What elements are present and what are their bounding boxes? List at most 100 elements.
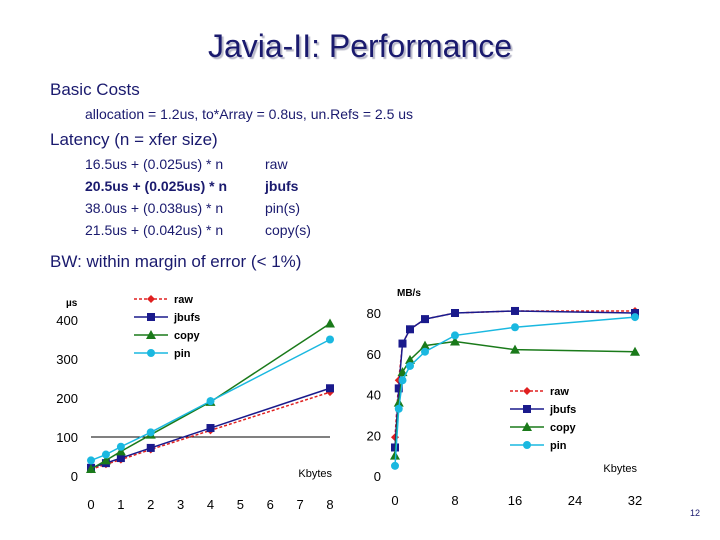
data-point-jbufs	[116, 454, 125, 463]
data-point-jbufs	[394, 384, 403, 393]
data-point-jbufs	[206, 424, 215, 433]
data-point-pin	[101, 450, 110, 459]
legend-label-raw: raw	[174, 294, 193, 306]
legend-label-copy: copy	[550, 422, 577, 434]
bandwidth-chart: 0 20 40 60 80 0 8 16 24 32 MB/s Kbytes raw jbufs copy p…	[367, 288, 643, 508]
data-point-pin	[451, 331, 459, 340]
x-tick-label: 3	[177, 497, 184, 512]
x-tick-label: 5	[237, 497, 244, 512]
latency-formulas: 16.5us + (0.025us) * n 20.5us + (0.025us…	[85, 153, 227, 241]
legend-marker-pin	[147, 349, 155, 357]
legend-label-copy: copy	[174, 330, 201, 342]
data-point-jbufs	[406, 325, 414, 334]
data-point-jbufs	[398, 339, 407, 348]
data-point-copy	[325, 318, 335, 328]
data-point-jbufs	[451, 309, 459, 317]
latency-formula-copy: 21.5us + (0.042us) * n	[85, 222, 224, 238]
y-tick-label: 60	[367, 347, 381, 362]
x-tick-label: 1	[117, 497, 124, 512]
legend-label-pin: pin	[550, 440, 567, 452]
legend-label-jbufs: jbufs	[173, 312, 200, 324]
data-point-pin	[146, 428, 155, 437]
x-tick-label: 6	[267, 497, 274, 512]
y-axis-label: MB/s	[397, 288, 421, 299]
latency-formula-raw: 16.5us + (0.025us) * n	[85, 156, 224, 172]
legend-marker-raw	[147, 295, 155, 303]
data-point-copy	[420, 340, 430, 350]
bw-heading: BW: within margin of error (< 1%)	[50, 252, 302, 271]
y-tick-label: 100	[56, 430, 78, 445]
y-tick-label: 400	[56, 313, 78, 328]
x-tick-label: 0	[87, 497, 94, 512]
data-point-pin	[406, 361, 414, 370]
latency-chart: 0 100 200 300 400 0 1 2 3 4 5 6 7 8 µs Kbytes raw jbufs co…	[56, 294, 335, 512]
data-point-copy	[450, 336, 460, 346]
data-point-jbufs	[326, 384, 334, 393]
latency-label-jbufs: jbufs	[265, 178, 299, 194]
data-point-pin	[206, 397, 215, 406]
x-tick-label: 4	[207, 497, 214, 512]
x-tick-label: 2	[147, 497, 154, 512]
data-point-copy	[397, 367, 408, 377]
y-tick-label: 200	[56, 391, 78, 406]
x-tick-label: 8	[451, 493, 458, 508]
data-point-pin	[394, 404, 403, 413]
latency-label-copy: copy(s)	[265, 222, 311, 238]
latency-label-raw: raw	[265, 156, 288, 172]
legend-label-pin: pin	[174, 348, 191, 360]
data-point-pin	[326, 335, 334, 344]
y-tick-label: 0	[71, 469, 78, 484]
data-point-copy	[405, 354, 415, 364]
latency-label-pin: pin(s)	[265, 200, 301, 216]
x-tick-label: 0	[391, 493, 398, 508]
x-axis-label: Kbytes	[298, 468, 332, 480]
y-tick-label: 0	[374, 469, 381, 484]
data-point-jbufs	[146, 443, 155, 452]
x-axis-label: Kbytes	[603, 463, 637, 475]
data-point-copy	[86, 463, 96, 473]
basic-costs-heading: Basic Costs	[50, 80, 140, 99]
data-point-copy	[393, 397, 404, 407]
legend-label-jbufs: jbufs	[549, 404, 576, 416]
slide-title: Javia-II: Performance	[207, 28, 513, 64]
legend-marker-raw	[523, 387, 531, 395]
data-point-pin	[421, 347, 429, 356]
page-number: 12	[689, 508, 700, 518]
series-line-pin	[394, 316, 636, 466]
x-tick-label: 24	[568, 493, 582, 508]
series-line-copy	[394, 340, 636, 456]
data-point-pin	[87, 456, 95, 465]
latency-labels: raw jbufs pin(s) copy(s)	[265, 153, 311, 241]
legend-marker-jbufs	[523, 405, 531, 413]
series-line-copy	[90, 322, 331, 470]
y-tick-label: 40	[367, 388, 381, 403]
y-tick-label: 300	[56, 352, 78, 367]
x-tick-label: 32	[628, 493, 642, 508]
x-tick-label: 16	[508, 493, 522, 508]
data-point-copy	[630, 346, 640, 356]
basic-costs-detail: allocation = 1.2us, to*Array = 0.8us, un…	[85, 106, 414, 122]
data-point-jbufs	[511, 306, 519, 315]
data-point-pin	[511, 323, 519, 332]
x-tick-label: 7	[297, 497, 304, 512]
latency-heading: Latency (n = xfer size)	[50, 130, 218, 149]
legend-marker-copy	[146, 330, 156, 339]
data-point-pin	[391, 461, 399, 470]
data-point-jbufs	[421, 315, 429, 324]
data-point-copy	[510, 344, 520, 354]
series-line-raw	[90, 391, 331, 471]
y-axis-label: µs	[66, 298, 78, 309]
x-tick-label: 8	[326, 497, 333, 512]
data-point-jbufs	[631, 309, 639, 317]
latency-formula-pin: 38.0us + (0.038us) * n	[85, 200, 224, 216]
data-point-pin	[116, 442, 125, 451]
data-point-copy	[115, 446, 126, 456]
y-tick-label: 80	[367, 306, 381, 321]
legend-label-raw: raw	[550, 386, 569, 398]
legend-marker-copy	[522, 422, 532, 431]
data-point-copy	[100, 455, 111, 465]
data-point-pin	[631, 313, 639, 322]
y-tick-label: 20	[367, 428, 381, 443]
data-point-pin	[398, 376, 407, 385]
legend-marker-jbufs	[147, 313, 155, 321]
